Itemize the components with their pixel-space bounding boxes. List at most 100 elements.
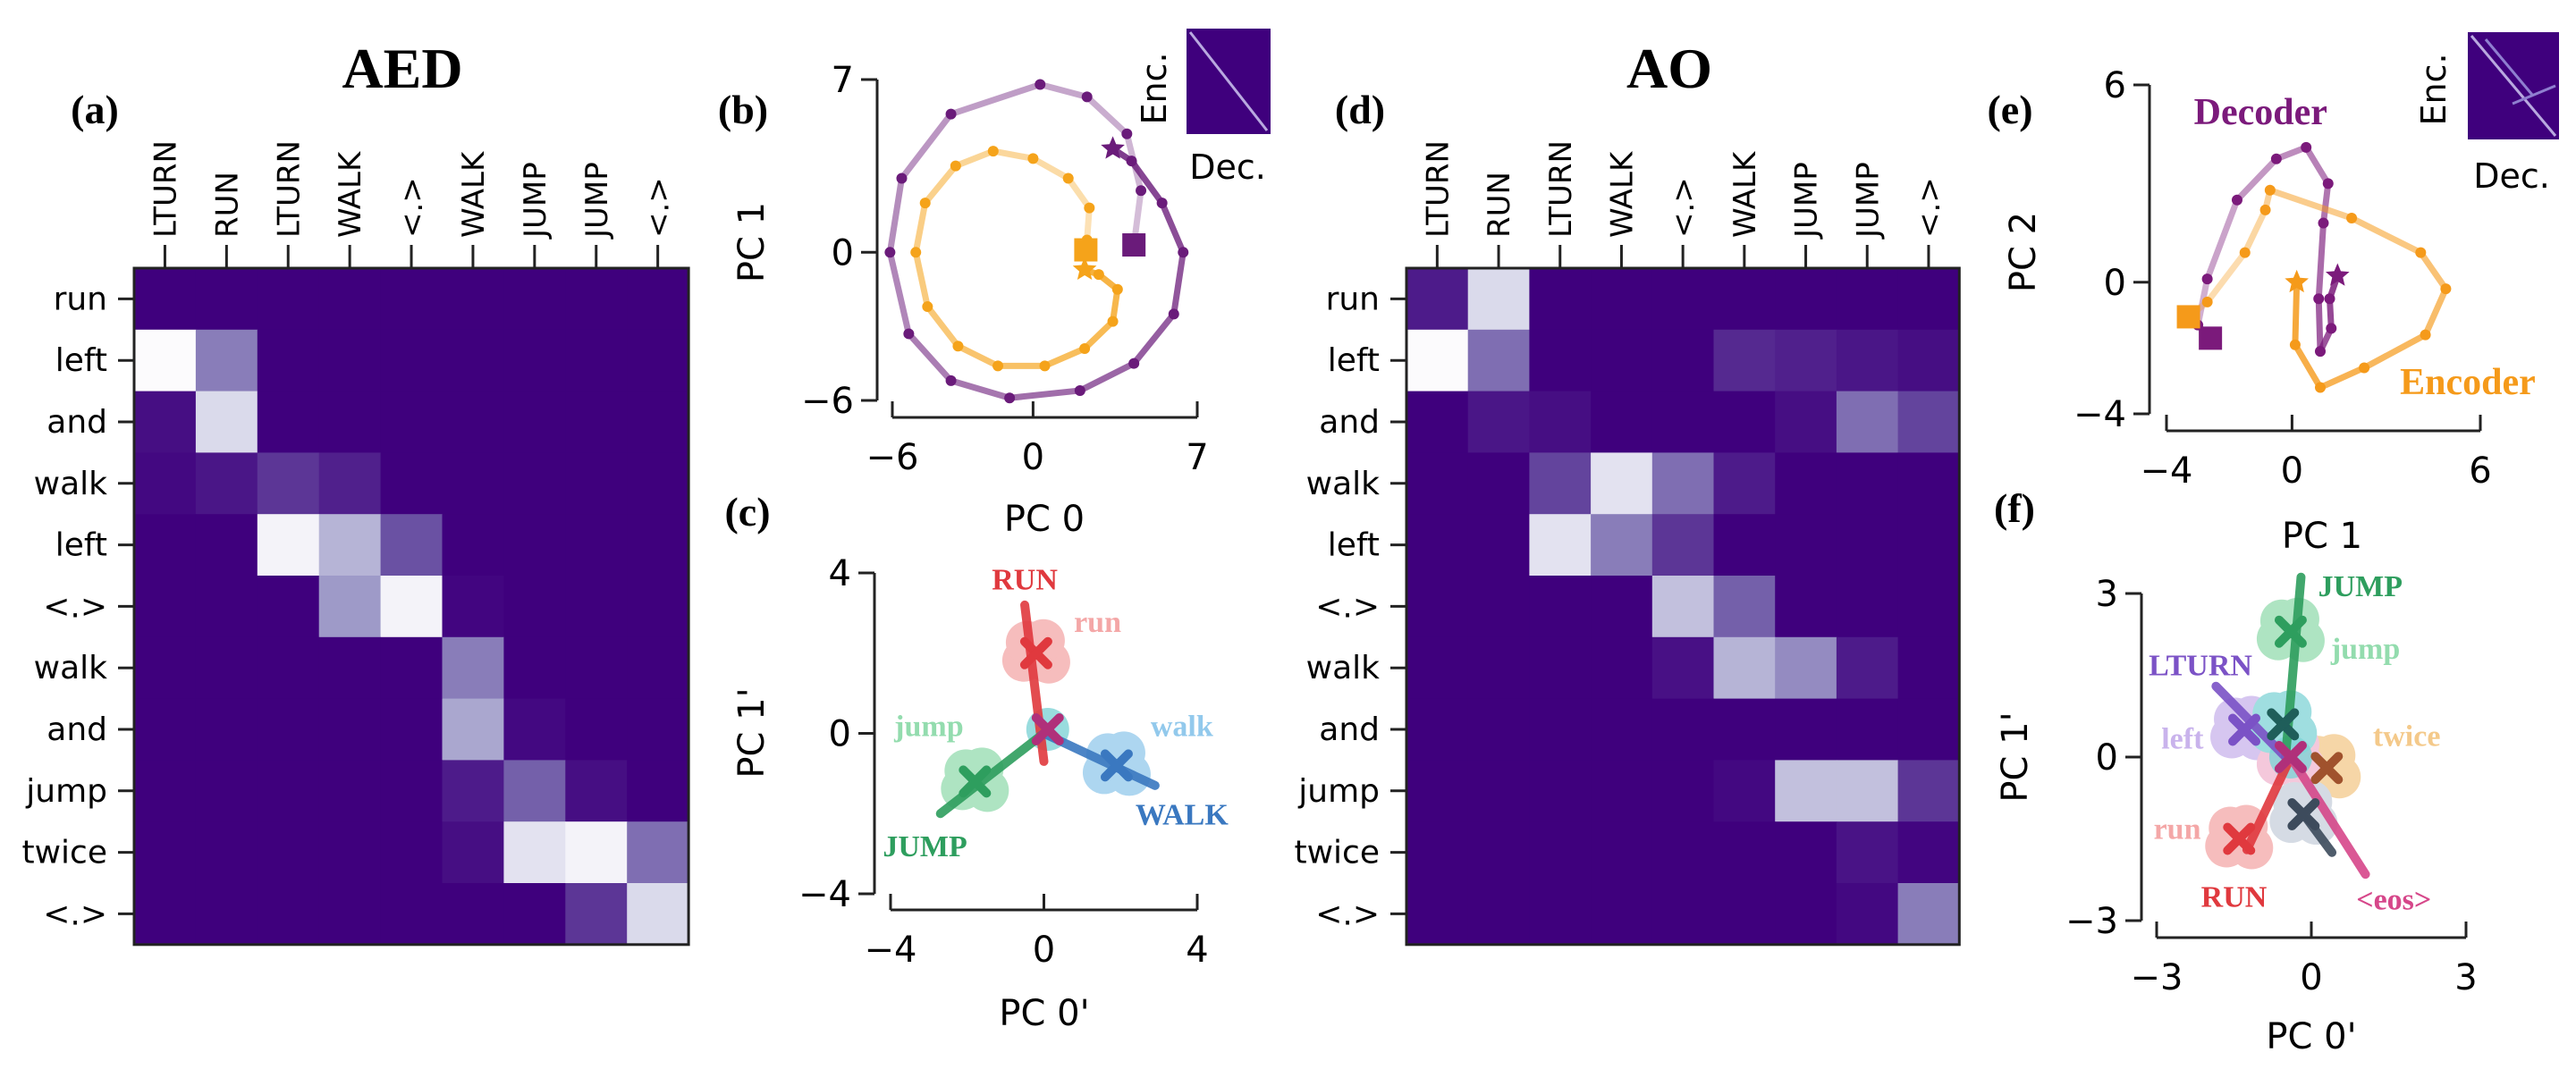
heatmap-cell <box>1713 760 1776 822</box>
trajectory-segment <box>1029 155 1072 181</box>
row-label: left <box>1328 342 1380 379</box>
x-tick-label: −4 <box>2141 450 2193 492</box>
heatmap-cell <box>565 698 628 761</box>
trajectory-point <box>1107 316 1119 327</box>
heatmap-cell <box>503 268 566 331</box>
x-tick-label: 4 <box>1186 930 1208 971</box>
centroid-x-marker <box>2274 615 2307 648</box>
heatmap-cell <box>1406 268 1469 331</box>
trajectory-segment <box>954 342 1001 369</box>
x-axis-label: PC 1 <box>2282 516 2362 557</box>
y-tick-label: 4 <box>829 553 851 594</box>
heatmap-cell <box>257 698 320 761</box>
trajectory-point <box>2259 204 2271 215</box>
trajectory-point <box>1074 384 1085 396</box>
trajectory-segment <box>2292 341 2324 391</box>
heatmap-cell <box>1591 391 1653 453</box>
heatmap-cell <box>1651 576 1714 638</box>
heatmap-cell <box>1529 576 1592 638</box>
trajectory-segment <box>905 330 955 384</box>
input-label: run <box>2154 812 2201 846</box>
panel-letter-b: (b) <box>718 87 768 132</box>
heatmap-cell <box>380 821 443 884</box>
heatmap-cell <box>318 760 382 822</box>
trajectory-segment <box>922 163 959 206</box>
trajectory-segment <box>948 81 1043 118</box>
row-label: <.> <box>43 896 107 932</box>
heatmap-cell <box>1467 636 1530 700</box>
readout-line <box>2285 753 2370 880</box>
trajectory-segment <box>1081 318 1117 352</box>
heatmap-cell <box>1775 883 1837 946</box>
heatmap-cell <box>257 883 320 946</box>
heatmap-cell <box>1836 514 1899 577</box>
centroid-x-marker <box>2223 822 2256 855</box>
trajectory-point <box>2415 247 2427 258</box>
col-label: WALK <box>1604 150 1640 238</box>
end-square-marker <box>2199 326 2223 350</box>
pca-plot-c: −4 0 4 −4 0 4 PC 0' PC 1' RUN run JUMP jump WALK walk <box>731 553 1229 1034</box>
x-stroke <box>2287 798 2320 831</box>
heatmap-cell <box>1467 760 1530 822</box>
pca-plot-f: −3 0 3 −3 0 3 PC 0' PC 1' JUMP jump LTURN left twice… <box>1995 570 2478 1057</box>
heatmap-cell <box>1591 821 1653 884</box>
heatmap-cell <box>1651 329 1714 392</box>
heatmap-cell <box>1836 576 1899 638</box>
y-tick-label: 6 <box>2104 65 2126 106</box>
heatmap-cell <box>1529 329 1592 392</box>
y-tick-label: 0 <box>832 232 854 274</box>
heatmap-cell <box>1775 268 1837 331</box>
x-tick-label: −3 <box>2131 957 2183 998</box>
heatmap-cell <box>503 760 566 822</box>
col-label: <.> <box>1912 177 1947 238</box>
heatmap-cell <box>1406 391 1469 453</box>
trajectory-segment <box>990 147 1036 162</box>
trajectory-point <box>992 360 1004 372</box>
group-walk: WALK walk <box>1039 711 1229 831</box>
y-axis-label: PC 2 <box>2003 212 2044 292</box>
end-square-marker <box>1074 238 1098 262</box>
heatmap-cell <box>442 760 504 822</box>
panel-letter-e: (e) <box>1987 87 2032 132</box>
heatmap-cell <box>1529 391 1592 453</box>
trajectory-point <box>1111 283 1123 295</box>
trajectory-segment <box>2234 156 2280 204</box>
heatmap-cell <box>1836 329 1899 392</box>
heatmap-cell <box>318 329 382 392</box>
output-label: LTURN <box>2149 649 2252 682</box>
x-tick-label: −4 <box>865 930 917 971</box>
heatmap-cell <box>1897 821 1960 884</box>
heatmap-cell <box>1406 636 1469 700</box>
output-label: JUMP <box>2318 570 2403 603</box>
x-tick-label: 6 <box>2469 450 2491 492</box>
heatmap-cell <box>565 514 628 577</box>
trajectory-point <box>1156 198 1168 209</box>
heatmap-cell <box>565 883 628 946</box>
y-tick-label: −4 <box>798 874 851 915</box>
trajectory-segment <box>1170 248 1187 317</box>
heatmap-cell <box>565 391 628 453</box>
y-tick-label: −3 <box>2065 901 2118 942</box>
col-label: LTURN <box>1543 140 1579 238</box>
trajectory-point <box>1136 185 1147 197</box>
heatmap-cell <box>1775 452 1837 515</box>
row-label: jump <box>25 773 107 810</box>
heatmap-cell <box>1467 452 1530 515</box>
inset-diagonal <box>1188 31 1269 131</box>
heatmap-cell <box>1897 514 1960 577</box>
heatmap-cell <box>627 452 689 515</box>
trajectory-point <box>2322 178 2334 189</box>
heatmap-cell <box>1775 576 1837 638</box>
series-decoder: Decoder <box>2192 92 2350 358</box>
heatmap-cell <box>134 883 197 946</box>
input-label: run <box>1074 606 1121 639</box>
heatmap-cell <box>318 391 382 453</box>
y-tick-label: 0 <box>829 714 851 755</box>
trajectory-segment <box>2417 249 2449 292</box>
group-run: RUN run <box>2154 753 2295 914</box>
heatmap-cell <box>1467 698 1530 761</box>
trajectory-point <box>1039 360 1051 372</box>
output-label: <eos> <box>2356 884 2431 917</box>
trajectory-segment <box>2204 197 2241 282</box>
col-label: <.> <box>1666 177 1702 238</box>
